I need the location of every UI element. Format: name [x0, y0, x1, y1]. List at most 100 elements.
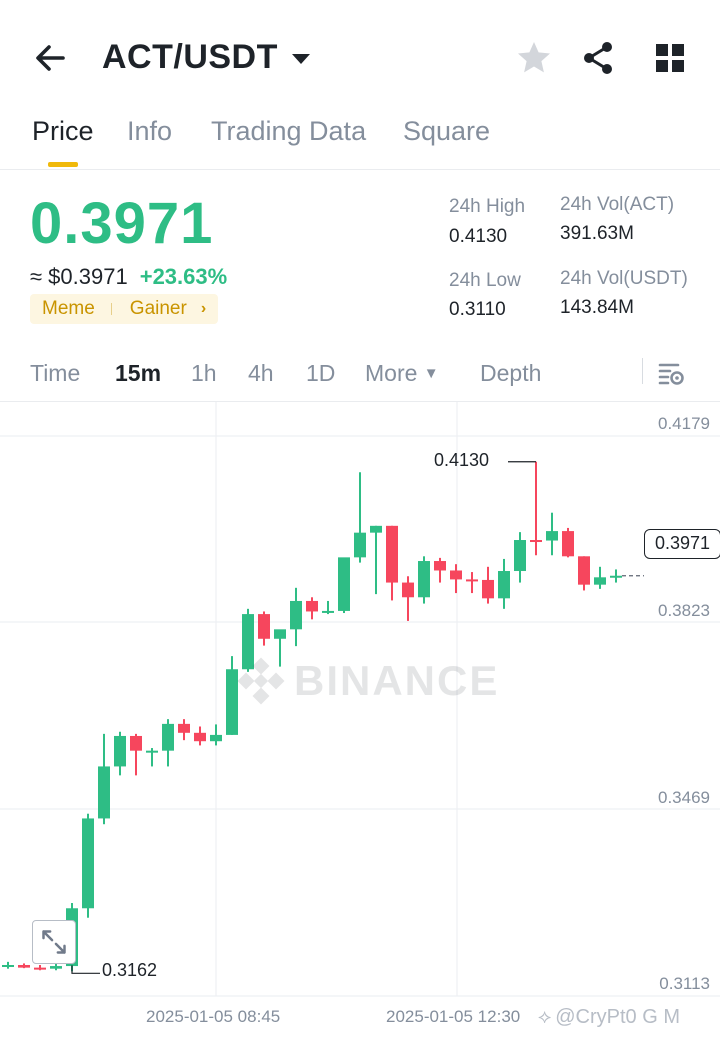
candle — [162, 719, 174, 767]
chart-settings-icon[interactable] — [656, 358, 686, 388]
toolbar-divider — [642, 358, 643, 384]
vol-base-value: 391.63M — [560, 223, 634, 244]
candle — [322, 600, 334, 615]
candle — [338, 557, 350, 614]
candle — [434, 557, 446, 583]
vol-quote-label: 24h Vol(USDT) — [560, 268, 688, 289]
low-label: 24h Low — [449, 270, 521, 291]
candle-body — [210, 734, 222, 742]
star-icon[interactable] — [514, 38, 554, 78]
chart-canvas[interactable] — [0, 402, 720, 1038]
candle — [354, 472, 366, 563]
binance-square-icon: ⟡ — [538, 1006, 552, 1028]
candle-body — [514, 540, 526, 572]
low-marker-label: 0.3162 — [102, 960, 158, 980]
y-tick-label: 0.3113 — [659, 974, 710, 993]
candle — [482, 566, 494, 604]
candle-body — [178, 723, 190, 733]
binance-watermark: BINANCE — [236, 656, 499, 706]
candle-body — [530, 540, 542, 543]
candle — [498, 558, 510, 609]
candle-body — [130, 735, 142, 751]
candle — [578, 556, 590, 591]
candle-body — [322, 610, 334, 613]
candle-body — [578, 556, 590, 585]
candle — [210, 724, 222, 746]
fiat-price: ≈ $0.3971 — [30, 264, 128, 289]
interval-bar: Time 15m 1h 4h 1D More ▼ Depth — [0, 350, 720, 402]
candle-body — [402, 582, 414, 598]
candle — [450, 564, 462, 594]
candle-body — [290, 600, 302, 630]
candle-body — [2, 965, 14, 968]
tab-trading-data[interactable]: Trading Data — [211, 116, 367, 146]
interval-1d[interactable]: 1D — [306, 360, 336, 386]
candle — [50, 962, 62, 971]
tab-info[interactable]: Info — [127, 116, 173, 146]
candle-body — [146, 750, 158, 753]
candle-body — [386, 525, 398, 583]
candle — [2, 961, 14, 969]
pair-name: ACT/USDT — [102, 38, 278, 76]
candle-body — [610, 575, 622, 578]
tab-price[interactable]: Price — [32, 116, 94, 146]
interval-15m[interactable]: 15m — [115, 360, 162, 386]
back-arrow-icon[interactable] — [30, 38, 70, 78]
candle — [514, 532, 526, 583]
grid-icon[interactable] — [650, 38, 690, 78]
pair-selector[interactable]: ACT/USDT — [102, 38, 310, 77]
credit-text: @CryPt0 G M — [555, 1006, 680, 1028]
top-bar: ACT/USDT — [0, 0, 720, 110]
binance-logo-icon — [237, 657, 285, 705]
tab-square[interactable]: Square — [403, 116, 491, 146]
candle-body — [34, 967, 46, 970]
candle — [418, 556, 430, 604]
candle-body — [274, 629, 286, 639]
interval-time[interactable]: Time — [30, 360, 81, 386]
interval-more[interactable]: More ▼ — [365, 360, 439, 387]
caret-down-icon — [291, 53, 310, 64]
low-marker-line — [71, 965, 100, 974]
candle — [466, 572, 478, 594]
high-marker-label: 0.4130 — [434, 450, 490, 470]
candle-body — [226, 669, 238, 735]
candle-body — [354, 532, 366, 558]
candle — [594, 566, 606, 589]
candle-body — [434, 561, 446, 571]
price-change: +23.63% — [139, 264, 228, 289]
candle — [530, 461, 542, 556]
candle-body — [82, 818, 94, 909]
candle — [610, 569, 622, 583]
tag-gainer: Gainer — [129, 298, 187, 319]
candle-body — [482, 579, 494, 599]
candle-body — [370, 525, 382, 533]
fiat-row: ≈ $0.3971 +23.63% — [30, 264, 227, 290]
candle — [146, 748, 158, 767]
more-label: More — [365, 360, 418, 386]
tag-divider — [110, 303, 112, 315]
candle — [82, 813, 94, 918]
candle — [306, 597, 318, 620]
expand-icon[interactable] — [32, 920, 76, 964]
depth-tab[interactable]: Depth — [480, 360, 542, 386]
share-icon[interactable] — [578, 38, 618, 78]
candle-body — [162, 723, 174, 751]
interval-4h[interactable]: 4h — [248, 360, 274, 386]
vol-base-label: 24h Vol(ACT) — [560, 194, 675, 215]
high-label: 24h High — [449, 196, 526, 217]
low-value: 0.3110 — [449, 299, 506, 320]
markers — [71, 461, 644, 974]
grid — [0, 402, 720, 997]
candle-body — [338, 557, 350, 611]
tag-chips[interactable]: Meme Gainer › — [30, 294, 219, 324]
x-tick-label: 2025-01-05 12:30 — [386, 1007, 521, 1026]
interval-1h[interactable]: 1h — [191, 360, 217, 386]
candle — [562, 527, 574, 558]
candle-body — [562, 531, 574, 557]
candlestick-chart[interactable]: BINANCE 0.4179 0.3823 0.3469 0.3113 2025… — [0, 402, 720, 1038]
candle — [546, 512, 558, 556]
candle-body — [594, 577, 606, 585]
candle — [386, 525, 398, 601]
candle-body — [546, 531, 558, 541]
candle-body — [466, 579, 478, 582]
